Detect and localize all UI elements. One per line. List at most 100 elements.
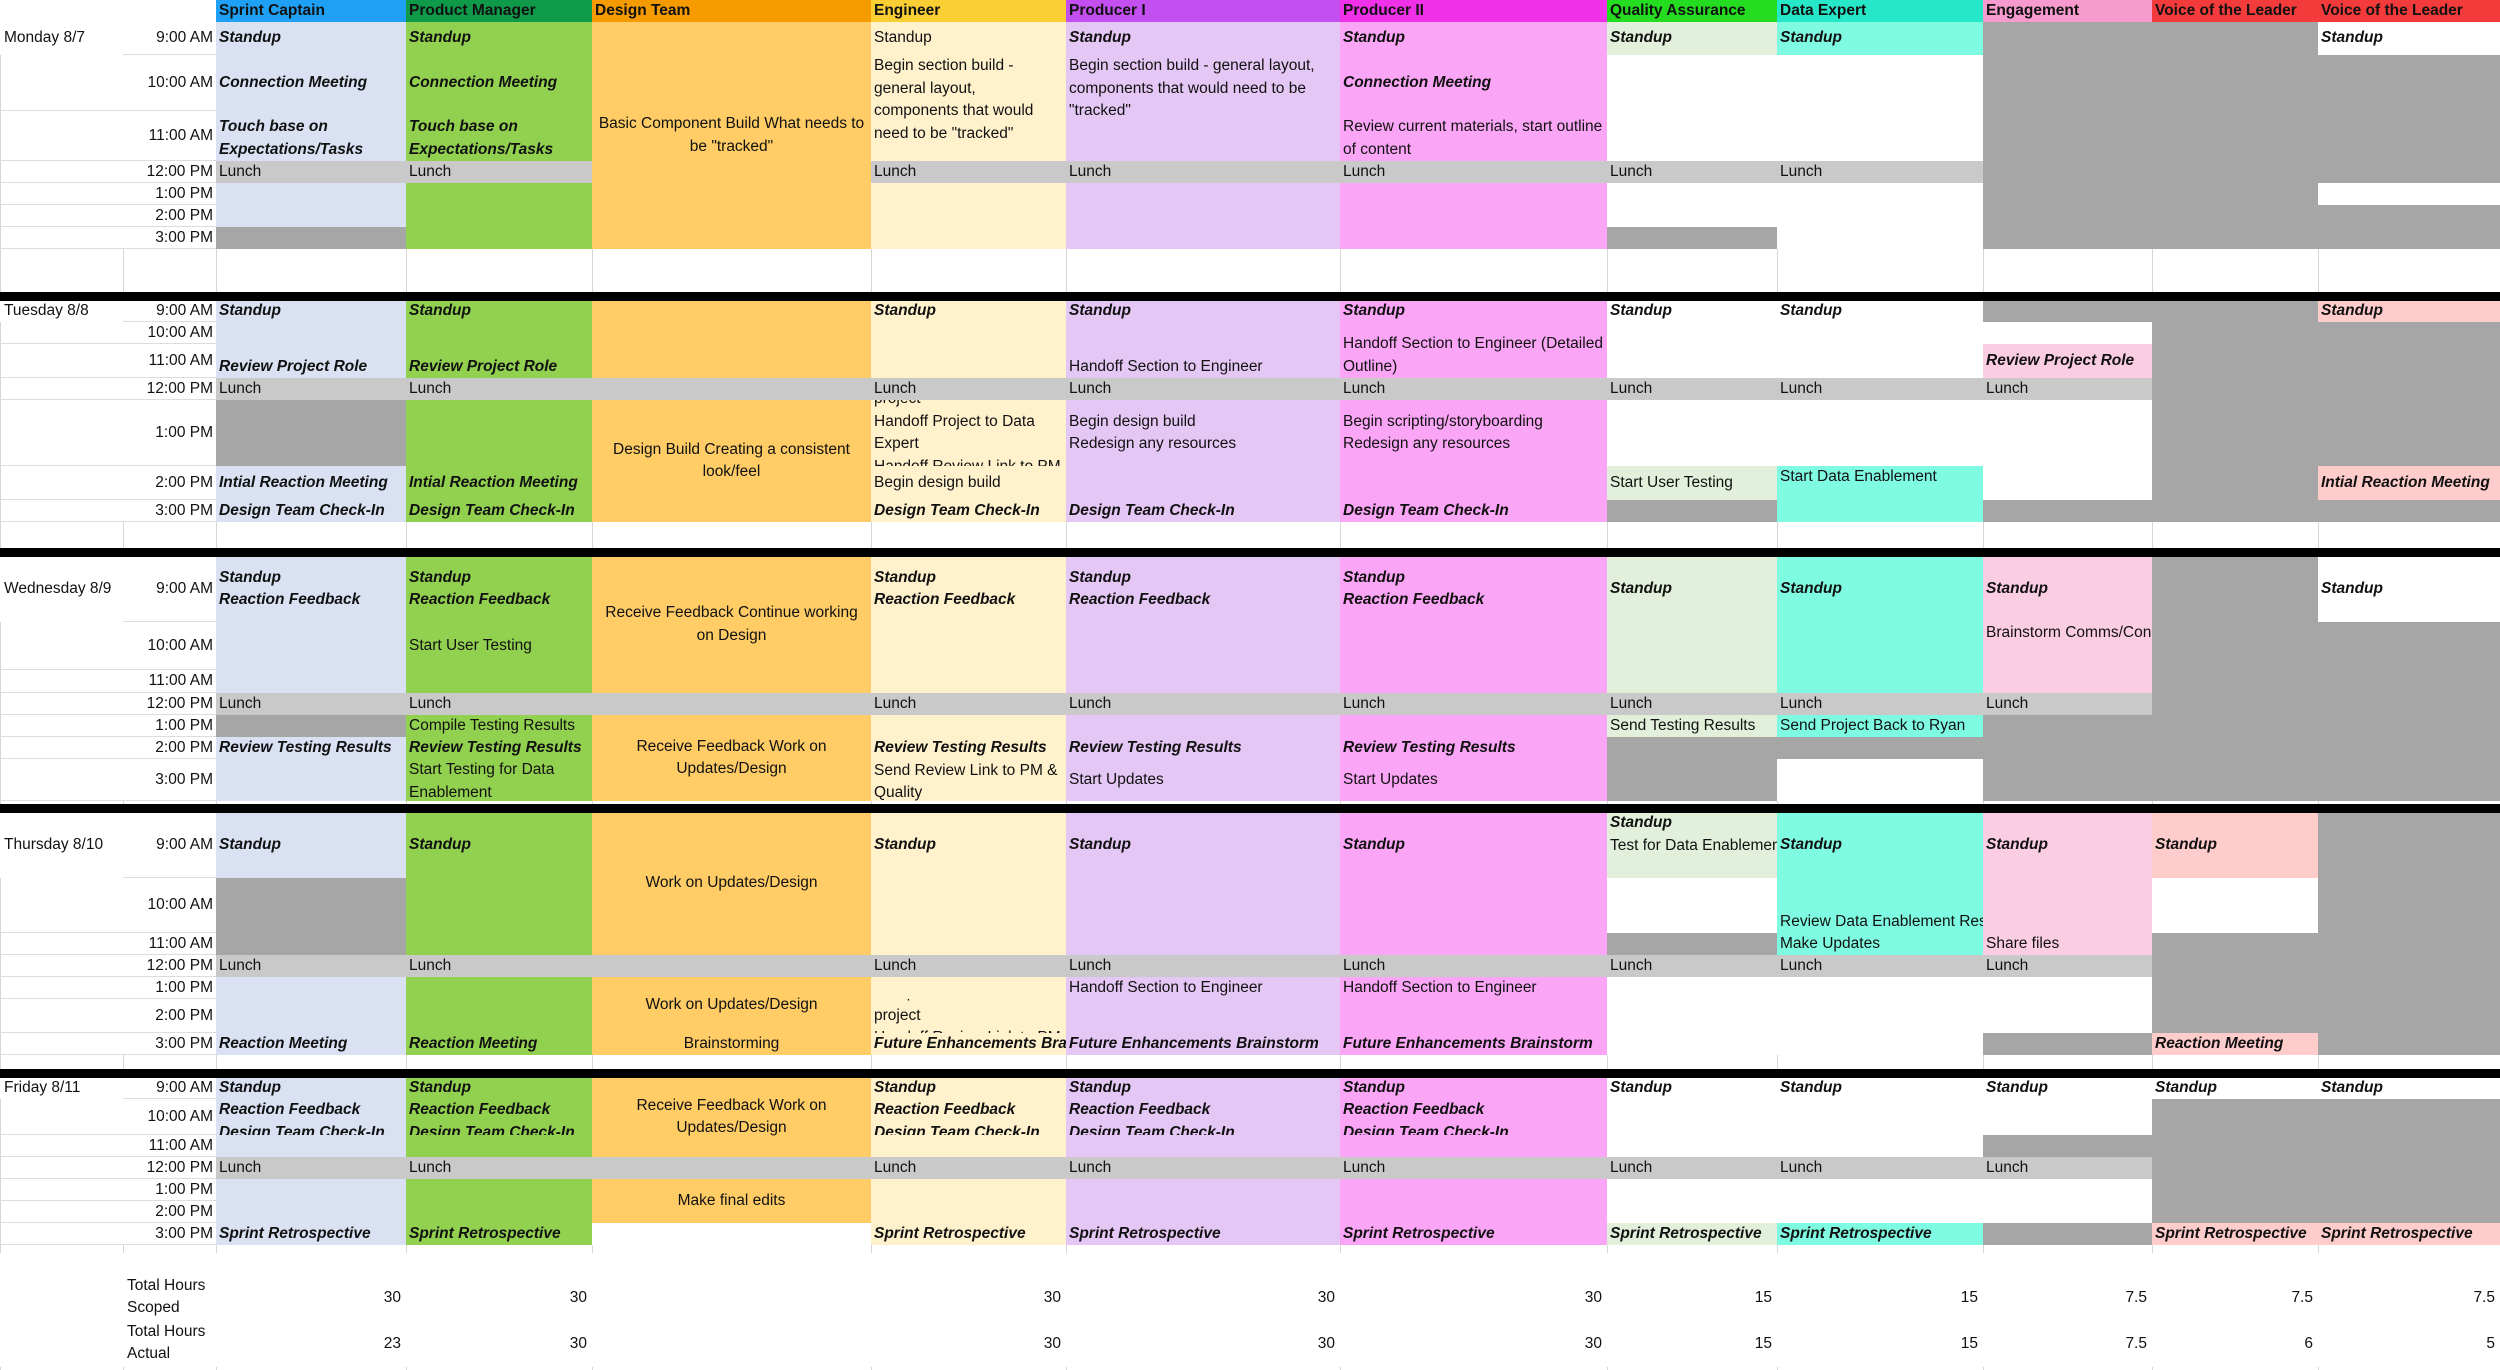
schedule-block-quality-assurance[interactable] [1607,933,1777,955]
schedule-block-producer-1[interactable]: Sprint Retrospective [1066,1223,1340,1245]
schedule-block-producer-1[interactable]: Lunch [1066,955,1340,977]
schedule-block-sprint-captain[interactable]: Lunch [216,378,406,400]
schedule-block-voice-leader-1[interactable]: Standup [2152,1077,2318,1099]
schedule-block-producer-1[interactable]: Start Updates [1066,759,1340,801]
schedule-block-quality-assurance[interactable] [1607,878,1777,933]
schedule-block-engagement[interactable] [1983,878,2152,933]
schedule-block-producer-1[interactable] [1066,183,1340,249]
schedule-block-engagement[interactable]: Lunch [1983,693,2152,715]
schedule-block-producer-2[interactable] [1340,622,1607,693]
schedule-block-sprint-captain[interactable] [216,715,406,737]
schedule-block-engagement[interactable]: Standup [1983,556,2152,622]
schedule-block-engagement[interactable] [1983,400,2152,500]
schedule-block-engagement[interactable]: Standup [1983,1077,2152,1099]
schedule-block-product-manager[interactable]: Connection Meeting [406,55,592,111]
schedule-block-product-manager[interactable]: Standup [406,300,592,322]
schedule-block-quality-assurance[interactable] [1607,227,1777,249]
schedule-block-product-manager[interactable]: Review Project Role [406,322,592,378]
schedule-block-quality-assurance[interactable] [1607,500,1777,522]
schedule-block-design-team[interactable] [592,1223,871,1245]
schedule-block-engineer[interactable] [871,715,1066,737]
schedule-block-voice-leader-2[interactable] [2318,322,2500,466]
schedule-block-sprint-captain[interactable] [216,183,406,227]
schedule-block-data-expert[interactable]: Standup [1777,556,1983,622]
schedule-block-product-manager[interactable]: Standup [406,812,592,878]
schedule-block-producer-1[interactable]: Reaction Feedback Design Team Check-In [1066,1099,1340,1135]
schedule-block-sprint-captain[interactable]: Review Project Role [216,322,406,378]
schedule-block-engagement[interactable] [1983,500,2152,522]
schedule-block-sprint-captain[interactable]: Lunch [216,955,406,977]
schedule-block-producer-2[interactable]: Handoff Section to Engineer [1340,977,1607,999]
schedule-block-sprint-captain[interactable]: Standup [216,812,406,878]
schedule-block-producer-1[interactable]: Begin section build - general layout, co… [1066,55,1340,161]
schedule-block-producer-1[interactable]: Review Testing Results [1066,737,1340,759]
schedule-block-voice-leader-2[interactable] [2318,622,2500,801]
schedule-block-data-expert[interactable]: Lunch [1777,161,1983,183]
schedule-block-engineer[interactable]: Design Team Check-In [871,500,1066,522]
schedule-block-producer-1[interactable] [1066,622,1340,693]
schedule-block-producer-1[interactable]: Lunch [1066,693,1340,715]
schedule-block-product-manager[interactable] [406,977,592,1033]
schedule-block-sprint-captain[interactable] [216,400,406,466]
schedule-block-design-team[interactable]: Receive Feedback Continue working on Des… [592,556,871,693]
schedule-block-engagement[interactable]: Lunch [1983,955,2152,977]
schedule-block-design-team[interactable]: Design Build Creating a consistent look/… [592,400,871,522]
schedule-block-product-manager[interactable]: Reaction Feedback Design Team Check-In [406,1099,592,1135]
schedule-block-engineer[interactable]: Lunch [871,1157,1066,1179]
schedule-block-quality-assurance[interactable] [1607,622,1777,693]
schedule-block-producer-2[interactable]: Lunch [1340,955,1607,977]
schedule-block-design-team[interactable]: Receive Feedback Work on Updates/Design [592,1077,871,1157]
schedule-block-product-manager[interactable] [406,878,592,955]
schedule-block-sprint-captain[interactable] [216,878,406,955]
schedule-block-quality-assurance[interactable] [1607,400,1777,466]
schedule-block-engineer[interactable]: Lunch [871,693,1066,715]
schedule-block-producer-2[interactable]: Lunch [1340,693,1607,715]
schedule-block-engineer[interactable]: Begin design build [871,466,1066,500]
schedule-block-engineer[interactable] [871,1135,1066,1157]
schedule-block-sprint-captain[interactable]: Standup [216,300,406,322]
schedule-block-data-expert[interactable]: Make Updates [1777,933,1983,955]
schedule-block-engagement[interactable] [1983,22,2152,249]
schedule-block-data-expert[interactable]: Review Data Enablement Results [1777,878,1983,933]
schedule-block-product-manager[interactable]: Lunch [406,693,592,715]
total-hours-scoped-engagement[interactable]: 7.5 [1983,1275,2152,1321]
schedule-block-sprint-captain[interactable]: Connection Meeting [216,55,406,111]
schedule-block-sprint-captain[interactable] [216,977,406,1033]
schedule-block-engineer[interactable] [871,878,1066,955]
schedule-block-producer-2[interactable] [1340,1135,1607,1157]
schedule-block-data-expert[interactable] [1777,737,1983,759]
schedule-block-producer-2[interactable] [1340,878,1607,955]
schedule-block-voice-leader-1[interactable] [2152,1099,2318,1223]
schedule-block-quality-assurance[interactable]: Send Testing Results [1607,715,1777,737]
schedule-block-product-manager[interactable]: Lunch [406,378,592,400]
schedule-block-design-team[interactable] [592,693,871,715]
schedule-block-sprint-captain[interactable]: Sprint Retrospective [216,1223,406,1245]
schedule-block-producer-1[interactable] [1066,715,1340,737]
schedule-block-data-expert[interactable]: Lunch [1777,693,1983,715]
schedule-block-voice-leader-2[interactable] [2318,812,2500,1055]
schedule-block-producer-1[interactable]: Standup Reaction Feedback [1066,556,1340,622]
schedule-block-data-expert[interactable]: Standup [1777,22,1983,55]
schedule-block-engineer[interactable]: Lunch [871,161,1066,183]
schedule-block-design-team[interactable] [592,1157,871,1179]
schedule-block-engineer[interactable] [871,183,1066,249]
schedule-block-quality-assurance[interactable] [1607,737,1777,801]
schedule-block-engineer[interactable]: Compile sections into one project Handof… [871,999,1066,1033]
schedule-block-data-expert[interactable] [1777,1179,1983,1223]
schedule-block-producer-2[interactable]: Standup Reaction Feedback [1340,556,1607,622]
schedule-block-sprint-captain[interactable]: Standup Reaction Feedback [216,556,406,622]
schedule-block-sprint-captain[interactable]: Standup [216,1077,406,1099]
schedule-block-sprint-captain[interactable] [216,1135,406,1157]
schedule-block-quality-assurance[interactable]: Lunch [1607,1157,1777,1179]
total-hours-actual-product-manager[interactable]: 30 [406,1321,592,1367]
schedule-block-producer-1[interactable] [1066,466,1340,500]
schedule-block-product-manager[interactable]: Standup [406,1077,592,1099]
schedule-block-engineer[interactable]: Reaction Feedback Design Team Check-In [871,1099,1066,1135]
schedule-block-engineer[interactable] [871,622,1066,693]
schedule-block-design-team[interactable] [592,300,871,378]
schedule-block-engineer[interactable]: Lunch [871,378,1066,400]
schedule-block-quality-assurance[interactable] [1607,322,1777,378]
schedule-block-producer-2[interactable]: Standup [1340,812,1607,878]
schedule-block-producer-1[interactable] [1066,1135,1340,1157]
schedule-block-quality-assurance[interactable]: Sprint Retrospective [1607,1223,1777,1245]
